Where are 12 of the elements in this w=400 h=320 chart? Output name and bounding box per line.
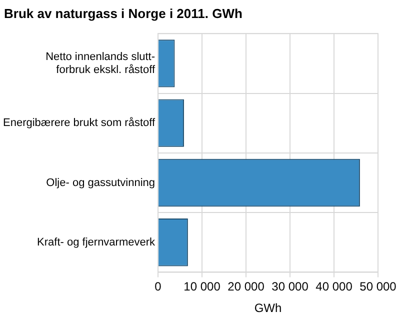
y-tick-label: Olje- og gassutvinning (46, 176, 156, 189)
x-tick-label: 20 000 (228, 280, 265, 294)
y-tick-label: Energibærere brukt som råstoff (3, 117, 156, 130)
x-tick-label: 10 000 (184, 280, 221, 294)
x-tick-label: 40 000 (316, 280, 353, 294)
x-tick-label: 50 000 (360, 280, 397, 294)
y-tick-label: Kraft- og fjernvarmeverk (37, 236, 156, 248)
x-tick-label: 0 (154, 280, 162, 294)
y-tick-label: Netto innenlands slutt- forbruk ekskl. råstoff (46, 50, 156, 76)
x-axis-title: GWh (254, 301, 282, 316)
chart-title: Bruk av naturgass i Norge i 2011. GWh (4, 6, 242, 21)
x-tick-label: 30 000 (272, 280, 309, 294)
